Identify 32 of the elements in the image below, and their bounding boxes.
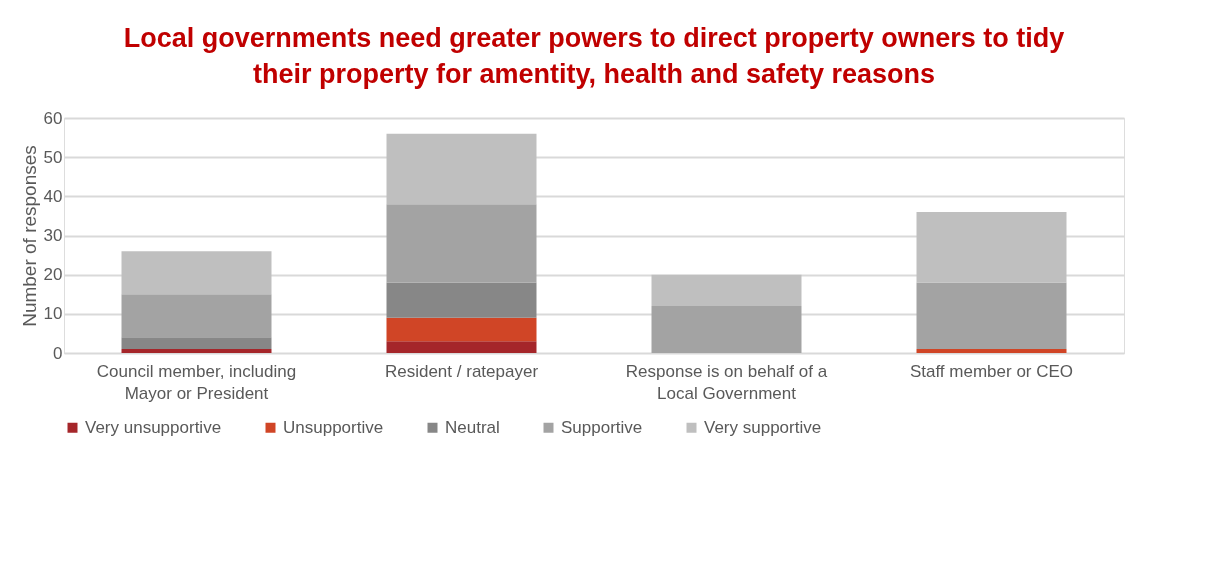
y-tick-label: 10 — [43, 304, 63, 324]
bar — [916, 282, 1067, 350]
y-tick-label: 20 — [43, 265, 63, 285]
bar — [916, 349, 1067, 353]
bar — [651, 274, 802, 306]
y-tick-label: 40 — [43, 186, 63, 206]
legend-label: Neutral — [445, 417, 500, 437]
bar — [121, 294, 272, 338]
legend-label: Unsupportive — [283, 417, 384, 437]
y-tick-label: 60 — [43, 108, 63, 128]
y-tick-label: 50 — [43, 147, 63, 167]
bar — [121, 349, 272, 353]
bar — [386, 133, 537, 205]
x-tick-label: Response is on behalf of a Local Government — [625, 361, 828, 403]
y-tick-label: 0 — [53, 343, 63, 363]
bar — [916, 212, 1067, 283]
bar — [386, 341, 537, 353]
bar — [121, 251, 272, 295]
y-axis-title: Number of responses — [18, 145, 40, 327]
y-tick-label: 30 — [43, 226, 63, 245]
legend-label: Very unsupportive — [85, 417, 222, 437]
x-tick-label: Council member, including Mayor or President — [96, 361, 297, 403]
x-tick-label: Staff member or CEO — [909, 361, 1074, 381]
bar — [386, 204, 537, 283]
chart-title: Local governments need greater powers to direct property owners to tidy their property for amentity, health and safety reasons — [123, 23, 1065, 89]
bar — [651, 306, 802, 353]
legend-label: Supportive — [561, 417, 643, 437]
legend-label: Very supportive — [704, 417, 822, 437]
bar — [121, 337, 272, 350]
bar — [386, 317, 537, 342]
bar — [386, 282, 537, 318]
x-tick-label: Resident / ratepayer — [384, 361, 539, 381]
